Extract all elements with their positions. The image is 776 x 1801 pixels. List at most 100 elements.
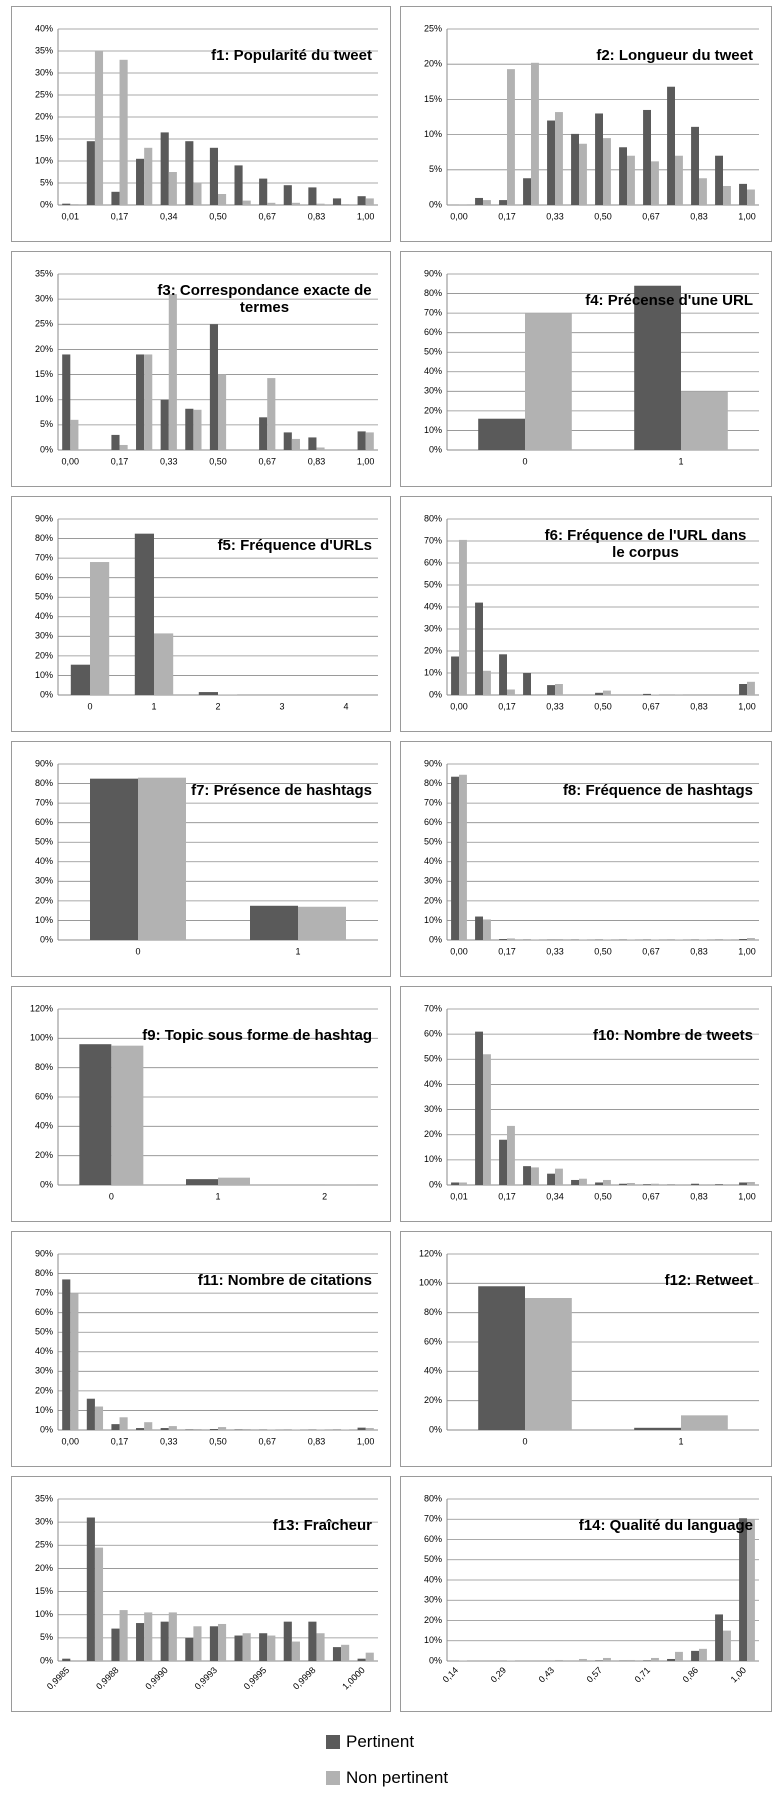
x-tick-label: 0,50 (594, 701, 612, 711)
y-tick-label: 30% (35, 294, 53, 304)
chart-title: f2: Longueur du tweet (596, 47, 753, 64)
bar (475, 916, 483, 940)
bar (242, 1633, 251, 1661)
bar (555, 939, 563, 940)
y-tick-label: 10% (424, 915, 442, 925)
x-tick-label: 0,50 (209, 211, 227, 221)
y-tick-label: 60% (35, 1307, 53, 1317)
bar (523, 1166, 531, 1185)
x-tick-label: 0,83 (690, 946, 708, 956)
bar (507, 69, 515, 206)
bar (747, 189, 755, 205)
chart-title: f1: Popularité du tweet (211, 47, 372, 64)
bar (627, 1659, 635, 1661)
y-tick-label: 20% (424, 1395, 442, 1405)
chart: 0% 20% 40% 60% 80% 100% 120% 0 1 2 (30, 1003, 378, 1201)
x-tick-label: 0,86 (681, 1665, 700, 1684)
bar (475, 1031, 483, 1185)
bar (478, 1286, 525, 1430)
chart-panel: 0% 20% 40% 60% 80% 100% 120% 0 1 2 f9: Topic sous … (11, 986, 391, 1222)
bar (138, 777, 186, 940)
bar (291, 438, 300, 450)
y-tick-label: 20% (424, 1615, 442, 1625)
bar (483, 919, 491, 940)
bar (459, 539, 467, 695)
chart: 0% 10% 20% 30% 40% 50% 60% 70% 80% 0,14 0,29 0,43 0,… (424, 1493, 759, 1684)
x-tick-label: 0,67 (642, 946, 660, 956)
bar (160, 1621, 169, 1661)
bar (499, 200, 507, 205)
bar (144, 147, 153, 205)
bar (483, 1054, 491, 1185)
y-tick-label: 20% (424, 405, 442, 415)
y-tick-label: 60% (424, 327, 442, 337)
y-tick-label: 30% (35, 1366, 53, 1376)
bar (209, 324, 218, 450)
bar (193, 409, 202, 450)
bar (691, 1650, 699, 1661)
y-tick-label: 0% (40, 1179, 53, 1189)
bar (747, 1181, 755, 1185)
chart: 0% 10% 20% 30% 40% 50% 60% 70% 80% 90% 0 1 (35, 758, 378, 956)
y-tick-label: 0% (40, 934, 53, 944)
y-tick-label: 120% (30, 1003, 53, 1013)
bar (595, 1182, 603, 1185)
bar (198, 692, 218, 695)
bar (675, 1184, 683, 1185)
bar (459, 204, 467, 205)
x-tick-label: 0,67 (258, 1436, 276, 1446)
y-tick-label: 40% (35, 23, 53, 33)
bar (160, 1428, 169, 1430)
bar (185, 408, 194, 450)
y-tick-label: 10% (424, 667, 442, 677)
bar (523, 178, 531, 205)
x-tick-label: 0 (522, 1436, 527, 1446)
x-tick-label: 1 (678, 1436, 683, 1446)
y-tick-label: 70% (424, 797, 442, 807)
bar (62, 203, 71, 205)
bar (507, 938, 515, 940)
chart-panel: 0% 5% 10% 15% 20% 25% 30% 35% 40% 0,01 0,17 0,34 0,5… (11, 6, 391, 242)
bar (209, 147, 218, 205)
bar (259, 178, 268, 205)
bar (86, 1517, 95, 1661)
bar (507, 1125, 515, 1185)
bar (499, 654, 507, 695)
y-tick-label: 70% (424, 535, 442, 545)
bar (459, 1182, 467, 1185)
bar (723, 1184, 731, 1185)
x-tick-label: 1,00 (357, 211, 375, 221)
chart-panel: 0% 10% 20% 30% 40% 50% 60% 70% 80% 90% 0 1 f7: Prése… (11, 741, 391, 977)
chart: 0% 5% 10% 15% 20% 25% 30% 35% 0,9985 0,9988 0,9990… (35, 1493, 378, 1692)
x-tick-label: 0,17 (498, 211, 516, 221)
bar (86, 1398, 95, 1430)
bar (634, 285, 681, 450)
bar (111, 191, 120, 205)
bar (119, 1610, 128, 1661)
bar (357, 1427, 366, 1430)
x-tick-label: 0,83 (690, 211, 708, 221)
bar (267, 1635, 276, 1661)
y-tick-label: 80% (35, 1062, 53, 1072)
bar (70, 1293, 79, 1430)
y-tick-label: 10% (424, 1154, 442, 1164)
bar (699, 1648, 707, 1661)
bar (242, 1429, 251, 1430)
bar (681, 391, 728, 450)
x-tick-label: 0,9993 (193, 1665, 220, 1692)
bar (579, 939, 587, 940)
bar (119, 59, 128, 205)
bar (62, 1279, 71, 1430)
bar (357, 1658, 366, 1661)
bar (739, 1182, 747, 1185)
bar (341, 204, 350, 205)
x-tick-label: 0,34 (160, 211, 178, 221)
chart: 0% 10% 20% 30% 40% 50% 60% 70% 80% 90% 0,00 0,17 0,3… (35, 1248, 378, 1446)
x-tick-label: 0,01 (450, 1191, 468, 1201)
bar (643, 1660, 651, 1661)
bar (168, 1612, 177, 1661)
y-tick-label: 30% (35, 67, 53, 77)
bar (111, 1424, 120, 1430)
x-tick-label: 0,33 (546, 211, 564, 221)
x-tick-label: 0,71 (633, 1665, 652, 1684)
